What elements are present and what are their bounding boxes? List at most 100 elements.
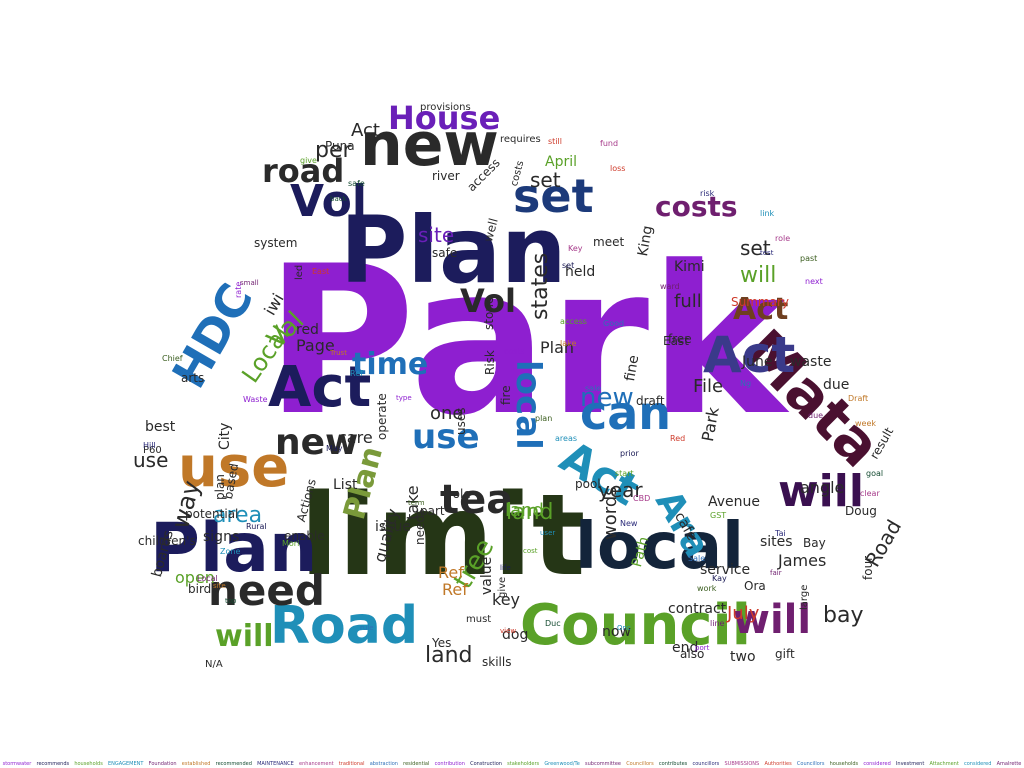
cloud-word-small-rule: rule bbox=[360, 624, 374, 632]
cloud-word-use: use bbox=[133, 448, 169, 472]
cloud-word-red: red bbox=[296, 322, 319, 338]
cloud-word-east: East bbox=[663, 334, 689, 348]
footer-word: Construction bbox=[470, 761, 502, 767]
cloud-word-year: year bbox=[598, 478, 643, 502]
footer-word: Authorities bbox=[764, 761, 792, 767]
footer-word-strip: stormwater recommends households ENGAGEMENT… bbox=[0, 760, 1024, 768]
footer-word: stormwater bbox=[2, 761, 32, 767]
cloud-word-small-loss: loss bbox=[610, 164, 626, 173]
cloud-word-vol: Vol bbox=[460, 282, 516, 320]
cloud-word-use: use bbox=[412, 417, 480, 457]
cloud-word-skills: skills bbox=[482, 655, 512, 669]
cloud-word-small-may: May bbox=[326, 444, 343, 453]
footer-word: households bbox=[74, 761, 103, 767]
cloud-word-small-ng: Ng bbox=[740, 379, 752, 388]
cloud-word-small-access: access bbox=[560, 317, 587, 326]
cloud-word-two: two bbox=[730, 649, 756, 665]
footer-word: residential bbox=[403, 761, 430, 767]
cloud-word-small-zone: Zone bbox=[220, 547, 241, 556]
cloud-word-small-safe: safe bbox=[348, 179, 365, 188]
cloud-word-will: will bbox=[778, 466, 864, 517]
cloud-word-small-sale: Sale bbox=[688, 554, 706, 563]
cloud-word-ref: Ref bbox=[438, 563, 464, 582]
cloud-word-also: also bbox=[680, 647, 705, 661]
cloud-word-new: new bbox=[360, 110, 499, 180]
cloud-word-park: Park bbox=[265, 223, 786, 461]
cloud-word-doug: Doug bbox=[845, 504, 877, 518]
cloud-word-small-good: Good bbox=[603, 319, 625, 328]
cloud-word-set: set bbox=[530, 168, 561, 192]
cloud-word-small-top: top bbox=[225, 597, 237, 605]
cloud-word-file: File bbox=[693, 376, 724, 397]
cloud-word-states: states bbox=[528, 252, 553, 320]
cloud-word-small-mori: Mori bbox=[282, 539, 300, 548]
cloud-word-end: end bbox=[672, 640, 699, 656]
footer-word: considered bbox=[964, 761, 992, 767]
cloud-word-small-risk: risk bbox=[700, 189, 715, 198]
cloud-word-draft: draft bbox=[636, 394, 665, 408]
cloud-word-stone: stone bbox=[482, 296, 496, 330]
cloud-word-small-start: start bbox=[615, 469, 634, 478]
footer-word: abstraction bbox=[369, 761, 398, 767]
footer-word: stakeholders bbox=[507, 761, 540, 767]
cloud-word-list: List bbox=[333, 477, 358, 493]
cloud-word-small-east: East bbox=[312, 267, 330, 276]
cloud-word-will: will bbox=[215, 619, 274, 654]
cloud-word-will: will bbox=[733, 597, 812, 643]
cloud-word-small-give: give bbox=[300, 156, 317, 165]
cloud-word-plan: Plan bbox=[340, 197, 567, 304]
cloud-word-large: large bbox=[799, 584, 810, 610]
cloud-word-small-back: back bbox=[330, 195, 347, 203]
cloud-word-angle: angle bbox=[800, 478, 845, 497]
cloud-word-small-week: week bbox=[855, 419, 877, 428]
cloud-word-safe: safe bbox=[432, 246, 458, 260]
cloud-word-small-prior: prior bbox=[620, 449, 639, 458]
cloud-word-summary: Summary bbox=[731, 295, 789, 309]
cloud-word-small-work: work bbox=[697, 584, 717, 593]
cloud-word-can: can bbox=[580, 386, 672, 440]
cloud-word-birds: birds bbox=[188, 582, 218, 596]
cloud-word-small-plan: plan bbox=[535, 414, 553, 423]
footer-word: Greenwood/Te bbox=[544, 761, 580, 767]
cloud-word-costs: costs bbox=[655, 190, 738, 223]
footer-word: considered bbox=[863, 761, 891, 767]
cloud-word-set: set bbox=[513, 169, 594, 223]
cloud-word-words: words bbox=[600, 486, 621, 540]
cloud-word-ora: Ora bbox=[744, 579, 766, 593]
footer-word: subcommittee bbox=[585, 761, 621, 767]
cloud-word-small-view: view bbox=[500, 627, 517, 635]
cloud-word-small-goal: goal bbox=[866, 469, 884, 478]
cloud-word-april: April bbox=[545, 154, 577, 170]
footer-word: Councillors bbox=[626, 761, 654, 767]
footer-word: Amalrette bbox=[996, 761, 1022, 767]
cloud-word-june: June bbox=[742, 354, 773, 370]
cloud-word-small-fair: fair bbox=[770, 569, 782, 577]
cloud-word-give: give bbox=[497, 576, 508, 598]
cloud-word-local: local bbox=[575, 510, 744, 584]
cloud-word-small-gst: GST bbox=[710, 511, 727, 520]
cloud-word-free: free bbox=[668, 332, 692, 346]
cloud-word-small-due: due bbox=[808, 411, 824, 420]
cloud-word-plan: Plan bbox=[150, 509, 318, 588]
cloud-word-issue: issue bbox=[375, 519, 411, 535]
footer-word: contributes bbox=[658, 761, 688, 767]
cloud-word-signs: signs bbox=[203, 529, 240, 545]
cloud-word-sites: sites bbox=[760, 534, 793, 550]
cloud-word-small-ward: ward bbox=[660, 282, 680, 291]
footer-word: contribution bbox=[434, 761, 465, 767]
cloud-word-road: road bbox=[262, 152, 345, 190]
cloud-word-new: new bbox=[580, 383, 634, 413]
cloud-word-small-fund: fund bbox=[600, 139, 619, 148]
cloud-word-site: site bbox=[418, 223, 455, 247]
cloud-word-road: Road bbox=[270, 596, 419, 656]
cloud-word-p60: P60 bbox=[143, 445, 162, 456]
cloud-word-four: four bbox=[861, 555, 875, 580]
footer-word: SUBMISSIONS bbox=[724, 761, 760, 767]
cloud-word-small-type: type bbox=[396, 394, 412, 402]
cloud-word-needs: needs bbox=[413, 508, 427, 545]
cloud-word-small-kay: Kay bbox=[712, 574, 727, 583]
cloud-word-use: use bbox=[178, 435, 290, 500]
cloud-word-role: role bbox=[448, 487, 471, 501]
cloud-word-value: value bbox=[479, 556, 495, 595]
